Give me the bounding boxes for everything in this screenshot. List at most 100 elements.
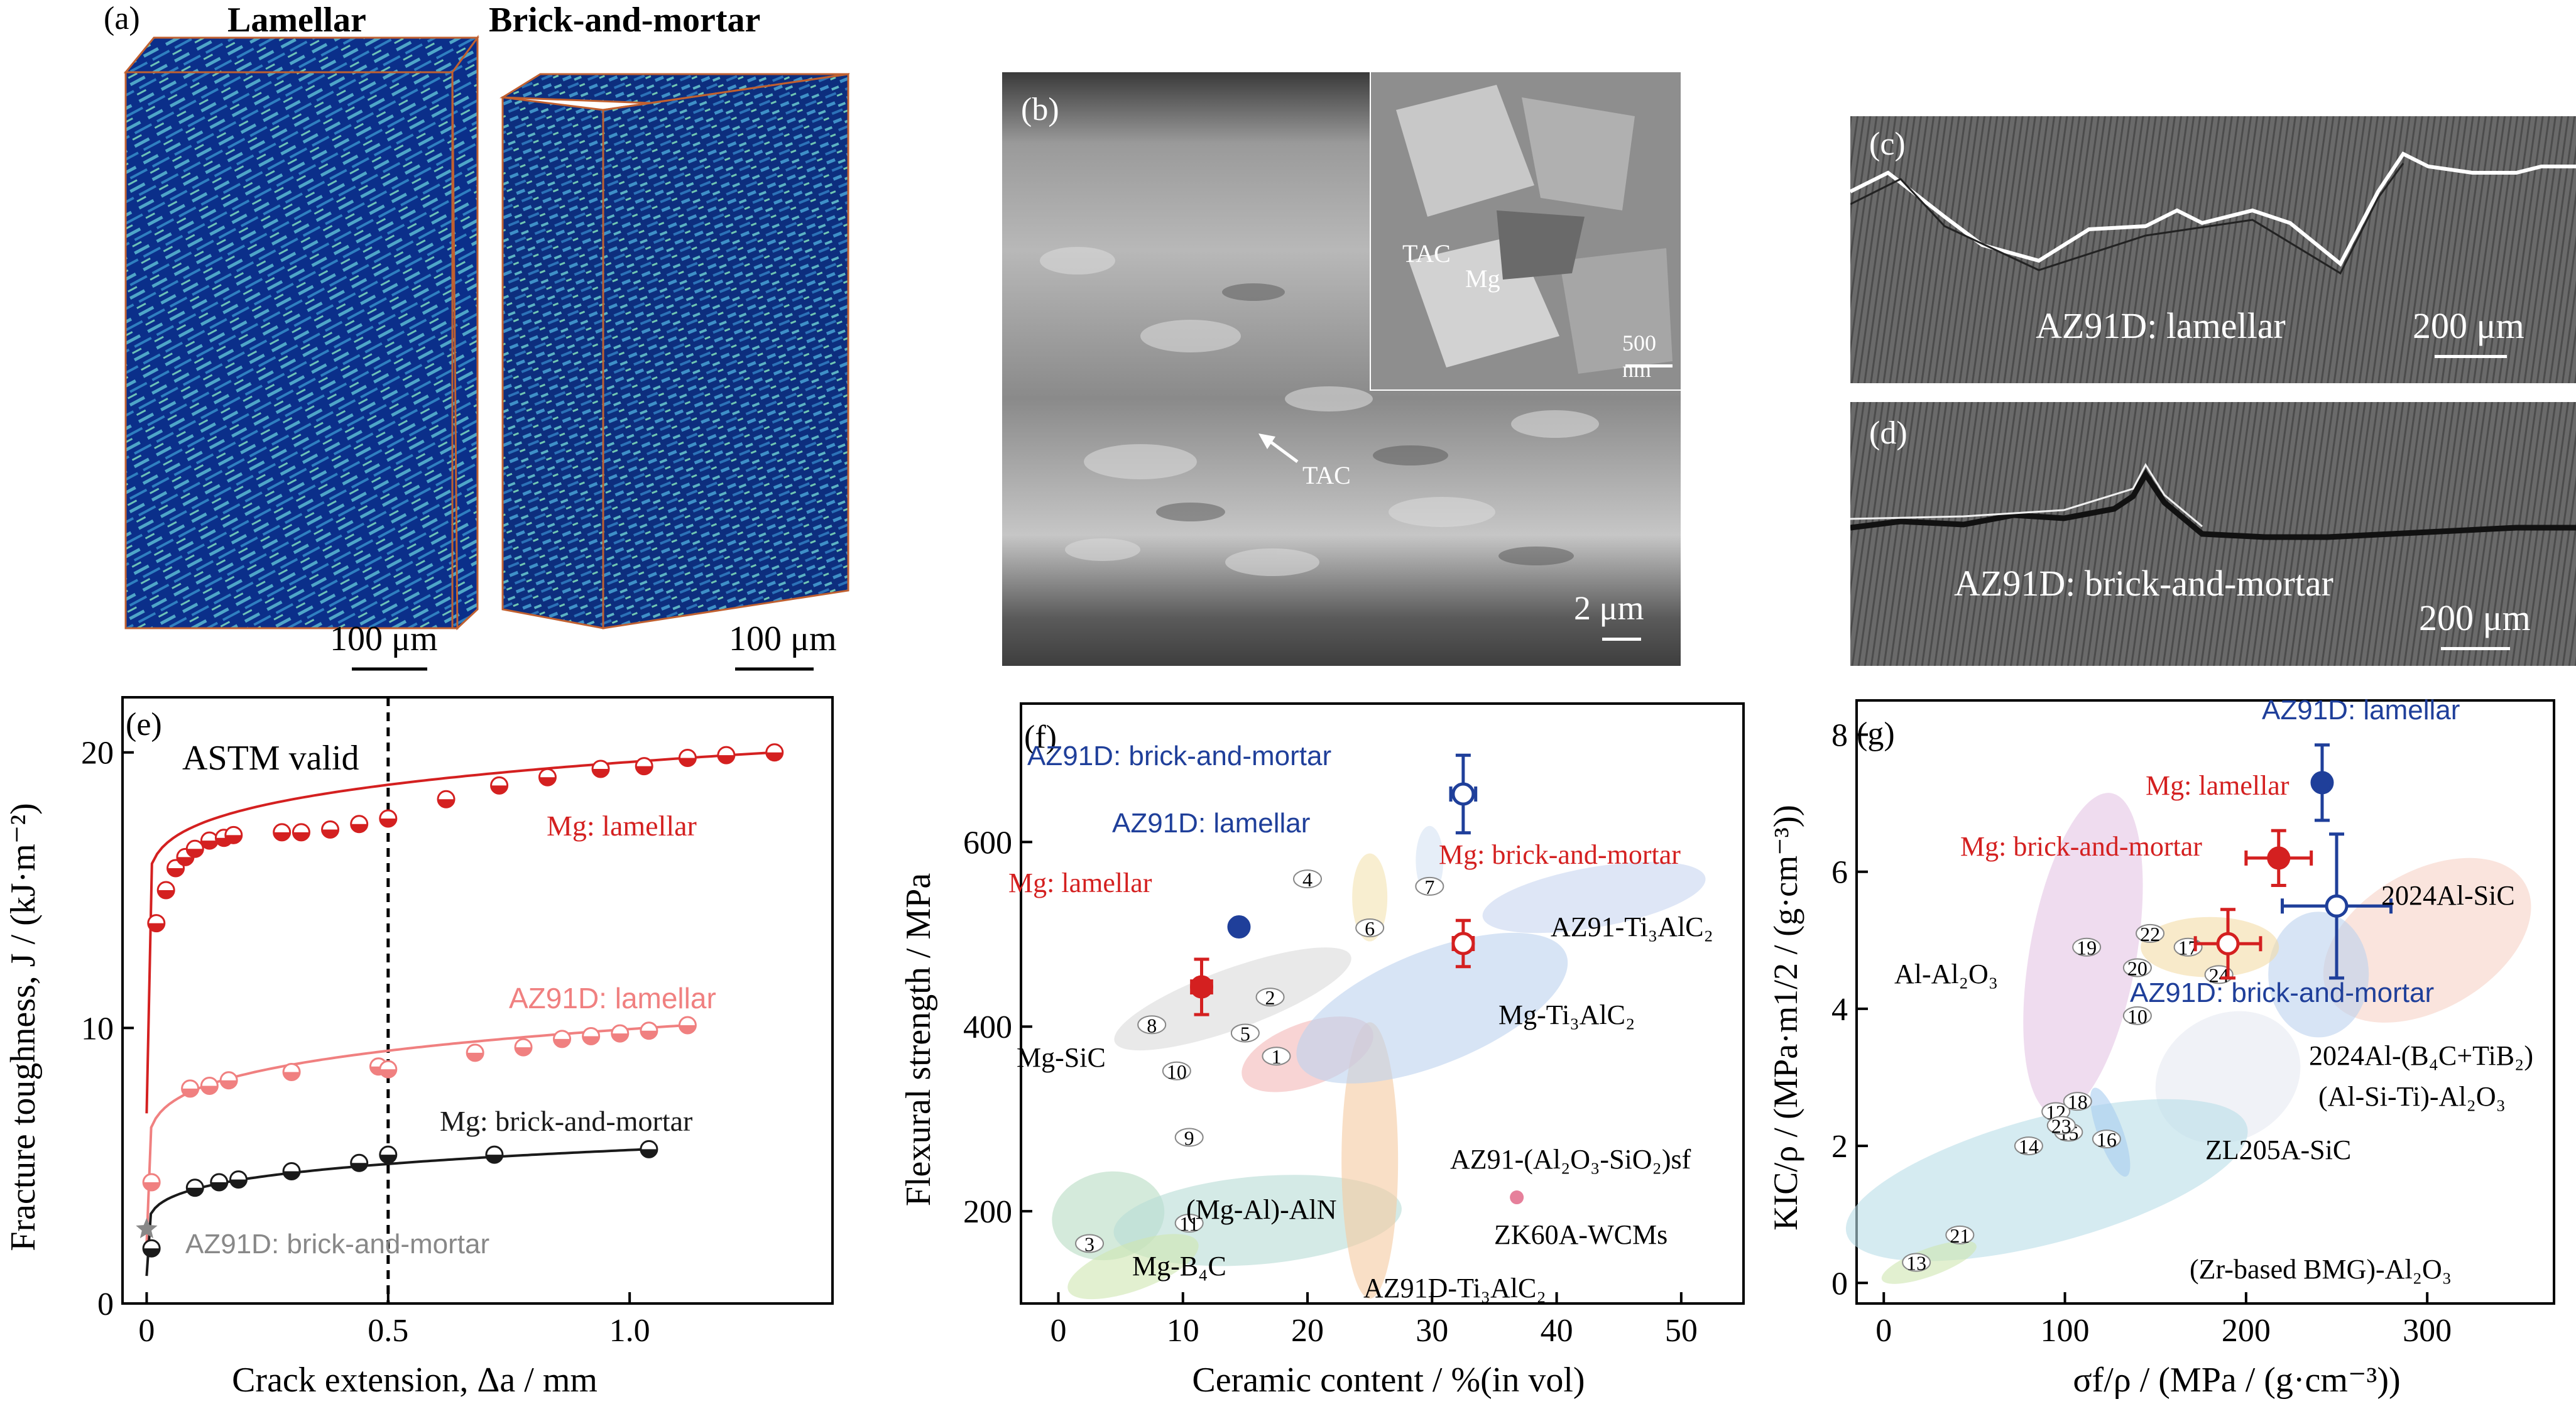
- chart-g-ref-marker-5: [2092, 1129, 2121, 1149]
- chart-f-ref-marker-3: [1075, 1234, 1105, 1253]
- chart-g-frame: [1855, 699, 2555, 1305]
- chart-g-ytick-label: 8: [1831, 718, 1848, 754]
- chart-e-series-label-az91d-bm: AZ91D: brick-and-mortar: [185, 1229, 489, 1260]
- chart-e-point-0-7-fill: [225, 835, 242, 844]
- lamellar-cube: [123, 35, 479, 631]
- inset-scale-label: 500 nm: [1622, 330, 1656, 382]
- chart-f-ref-marker-9: [1174, 1128, 1204, 1147]
- chart-g-ref-number-9: 20: [2127, 957, 2148, 979]
- chart-g-ref-marker-0: [2122, 1006, 2152, 1025]
- chart-f-region-label-7: ZK60A-WCMs: [1494, 1219, 1667, 1250]
- chart-f-xtick-label: 20: [1291, 1313, 1324, 1349]
- chart-g-point-1: [2267, 846, 2291, 870]
- chart-e-point-2-4-fill: [283, 1171, 300, 1180]
- chart-f-point-1: [1227, 915, 1251, 939]
- chart-f-ref-marker-5: [1230, 1023, 1260, 1043]
- brick-and-mortar-cube: [499, 73, 850, 629]
- chart-f-frame: [1020, 702, 1745, 1305]
- chart-e-point-2-2-fill: [210, 1182, 227, 1190]
- chart-g-point-label-3: Mg: brick-and-mortar: [1960, 831, 2202, 862]
- panel-d-image: [1850, 402, 2576, 666]
- chart-e-point-0-2-fill: [167, 868, 184, 876]
- chart-g-ref-marker-9: [2122, 958, 2152, 977]
- chart-g-region-3: [2141, 917, 2279, 977]
- panel-c: (c) AZ91D: lamellar 200 μm: [1850, 116, 2576, 383]
- panel-b-label: (b): [1021, 92, 1059, 128]
- chart-g-ref-marker-2: [1902, 1253, 1931, 1272]
- chart-g-ref-number-13: 24: [2209, 964, 2229, 986]
- chart-g-ref-number-10: 21: [1950, 1224, 1970, 1247]
- chart-e-point-0-13-fill: [438, 799, 455, 808]
- chart-e-point-1-8-fill: [515, 1047, 532, 1056]
- panel-c-label: (c): [1869, 126, 1906, 162]
- chart-f-region-2: [1067, 1234, 1199, 1300]
- chart-g-ref-marker-10: [1945, 1225, 1975, 1244]
- chart-g-region-label-3: (Al-Si-Ti)-Al₂O₃: [2318, 1081, 2506, 1112]
- chart-e-point-0-18-fill: [679, 758, 696, 766]
- chart-e-point-1-9-fill: [554, 1038, 570, 1047]
- chart-g-xtick-label: 0: [1875, 1313, 1892, 1349]
- chart-e-point-1-13-fill: [679, 1025, 696, 1033]
- chart-g-ref-number-11: 22: [2140, 923, 2160, 945]
- chart-e-point-1-2-fill: [201, 1086, 218, 1094]
- chart-g-ytick-label: 4: [1831, 992, 1848, 1028]
- chart-f-ref-number-1: 1: [1271, 1045, 1281, 1068]
- chart-f-region-7: [1114, 947, 1351, 1051]
- chart-e-ytick-label: 0: [97, 1287, 114, 1322]
- chart-e-series-label-mg-lamellar: Mg: lamellar: [547, 810, 697, 842]
- panel-d-caption: AZ91D: brick-and-mortar: [1954, 563, 2333, 604]
- chart-e-point-1-7-fill: [467, 1052, 484, 1061]
- chart-g-xlabel: σf/ρ / (MPa / (g·cm⁻³)): [2073, 1361, 2400, 1400]
- chart-f-xtick-label: 0: [1050, 1313, 1066, 1349]
- chart-f-region-label-5: Mg-Ti₃AlC₂: [1498, 999, 1635, 1030]
- chart-g-region-2: [2268, 912, 2369, 1038]
- chart-f-ref-number-6: 6: [1365, 917, 1375, 940]
- chart-g-point-label-2: AZ91D: brick-and-mortar: [2130, 977, 2434, 1008]
- chart-e-series-label-mg-bm: Mg: brick-and-mortar: [440, 1105, 692, 1137]
- chart-g-xtick-label: 200: [2222, 1313, 2271, 1349]
- chart-e-point-0-15-fill: [539, 777, 556, 786]
- chart-e-point-0-10-fill: [322, 829, 339, 838]
- chart-f-zk60a-point: [1510, 1190, 1524, 1205]
- chart-f-ref-number-8: 8: [1147, 1014, 1157, 1037]
- chart-g-region-5: [1845, 1099, 2248, 1261]
- chart-f-ref-number-4: 4: [1302, 868, 1313, 891]
- chart-f-region-8: [1352, 853, 1388, 942]
- chart-e-point-2-6-fill: [379, 1155, 396, 1163]
- chart-g-ref-marker-11: [2136, 923, 2165, 943]
- chart-e-point-1-11-fill: [611, 1033, 628, 1042]
- chart-e-xtick-label: 1.0: [609, 1313, 650, 1349]
- panel-c-scale-bar: [2435, 355, 2507, 358]
- chart-e-point-2-8-fill: [640, 1149, 657, 1158]
- chart-f-point-2: [1451, 932, 1475, 955]
- chart-g-ref-number-7: 18: [2068, 1091, 2088, 1113]
- inset-mg-label: Mg: [1465, 264, 1500, 293]
- chart-f-region-9: [1416, 825, 1444, 895]
- chart-f-xtick-label: 10: [1167, 1313, 1199, 1349]
- panel-d: (d) AZ91D: brick-and-mortar 200 μm: [1850, 402, 2576, 666]
- chart-e-point-0-16-fill: [592, 769, 609, 778]
- chart-g-ref-number-0: 10: [2127, 1005, 2148, 1028]
- chart-f-ref-marker-4: [1293, 869, 1323, 889]
- chart-e-point-0-11-fill: [351, 824, 368, 832]
- chart-e-point-0-3-fill: [177, 857, 194, 866]
- chart-f-region-3: [1341, 1022, 1399, 1299]
- chart-f-ref-number-10: 10: [1167, 1060, 1187, 1083]
- panel-d-scale-label: 200 μm: [2419, 597, 2531, 638]
- scale-label-right: 100 μm: [729, 619, 837, 658]
- panel-d-scale-bar: [2441, 647, 2510, 650]
- chart-f-point-label-3: Mg: lamellar: [1008, 868, 1152, 898]
- chart-e-point-1-12-fill: [640, 1030, 657, 1039]
- chart-f-ref-marker-10: [1162, 1061, 1191, 1080]
- scale-label-left: 100 μm: [330, 619, 438, 658]
- chart-f-region-label-1: (Mg-Al)-AlN: [1186, 1194, 1337, 1225]
- chart-e-point-0-19-fill: [718, 755, 734, 764]
- chart-f-ref-number-3: 3: [1084, 1233, 1094, 1256]
- chart-e-point-0-8-fill: [273, 832, 290, 841]
- panel-a: (a) Lamellar Brick-and-mortar: [0, 0, 886, 685]
- chart-g-point-0: [2310, 771, 2334, 795]
- chart-g-ref-marker-3: [2014, 1136, 2043, 1156]
- chart-f-point-label-1: AZ91D: lamellar: [1112, 808, 1310, 839]
- chart-e-ytick-label: 20: [81, 736, 114, 771]
- sem-inset-image: [1371, 72, 1681, 389]
